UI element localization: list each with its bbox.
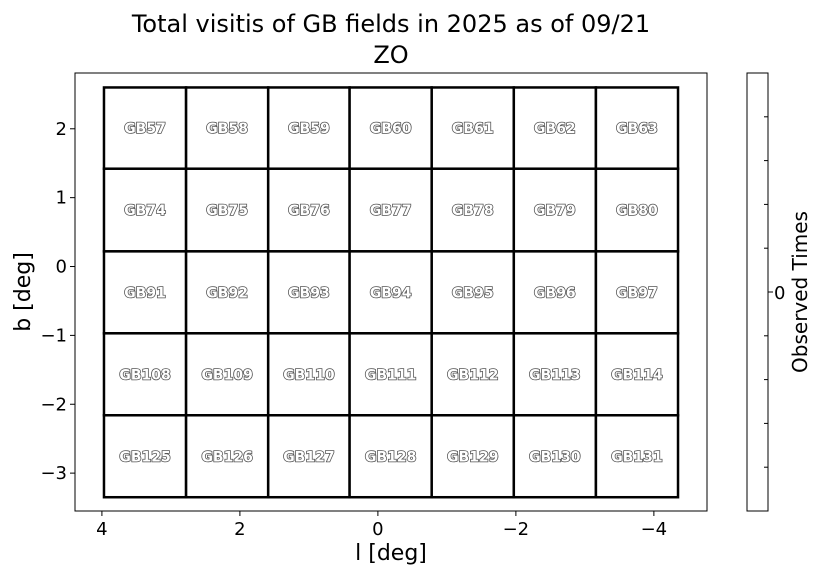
field-cell-GB62 bbox=[512, 86, 598, 170]
field-label: GB97 bbox=[616, 285, 658, 301]
field-label: GB91 bbox=[124, 285, 166, 301]
field-label: GB79 bbox=[534, 203, 576, 219]
y-tick-label: −1 bbox=[40, 325, 67, 346]
field-cell-GB96 bbox=[512, 250, 598, 335]
field-cell-GB80 bbox=[594, 167, 680, 253]
field-cell-GB109 bbox=[184, 332, 270, 417]
field-label: GB58 bbox=[206, 121, 248, 137]
colorbar-tick-label: 0 bbox=[774, 283, 785, 304]
field-label: GB63 bbox=[616, 121, 658, 137]
field-label: GB96 bbox=[534, 285, 576, 301]
field-label: GB77 bbox=[370, 203, 412, 219]
field-cell-GB93 bbox=[266, 250, 351, 335]
field-label: GB95 bbox=[452, 285, 494, 301]
field-cell-GB131 bbox=[594, 414, 680, 499]
field-cell-GB78 bbox=[430, 167, 516, 253]
field-cell-GB127 bbox=[266, 414, 351, 499]
x-axis-label: l [deg] bbox=[355, 541, 427, 566]
field-label: GB78 bbox=[452, 203, 494, 219]
field-label: GB131 bbox=[611, 449, 662, 465]
x-tick-label: 4 bbox=[96, 519, 107, 540]
field-label: GB94 bbox=[370, 285, 412, 301]
x-tick-label: 0 bbox=[372, 519, 383, 540]
field-cell-GB108 bbox=[102, 332, 188, 417]
field-label: GB114 bbox=[611, 367, 663, 383]
field-label: GB59 bbox=[288, 121, 330, 137]
field-cell-GB92 bbox=[184, 250, 270, 335]
field-label: GB74 bbox=[124, 203, 166, 219]
field-label: GB111 bbox=[365, 367, 416, 383]
field-label: GB61 bbox=[452, 121, 494, 137]
y-tick-label: 2 bbox=[56, 119, 67, 140]
field-cell-GB74 bbox=[102, 167, 188, 253]
field-label: GB76 bbox=[288, 203, 330, 219]
field-label: GB75 bbox=[206, 203, 248, 219]
field-label: GB113 bbox=[529, 367, 580, 383]
field-label: GB80 bbox=[616, 203, 658, 219]
field-cell-GB57 bbox=[102, 86, 188, 170]
y-tick-label: −2 bbox=[40, 394, 67, 415]
field-label: GB108 bbox=[119, 367, 170, 383]
y-tick-label: 0 bbox=[56, 257, 67, 278]
field-label: GB126 bbox=[201, 449, 252, 465]
field-label: GB109 bbox=[201, 367, 252, 383]
field-cell-GB130 bbox=[512, 414, 598, 499]
colorbar bbox=[746, 72, 769, 512]
chart-title: Total visitis of GB fields in 2025 as of… bbox=[131, 10, 650, 38]
field-label: GB92 bbox=[206, 285, 248, 301]
x-tick-label: −2 bbox=[503, 519, 530, 540]
y-tick-label: −3 bbox=[40, 463, 67, 484]
field-label: GB129 bbox=[447, 449, 498, 465]
colorbar-label: Observed Times bbox=[788, 211, 812, 373]
chart-subtitle: ZO bbox=[373, 41, 408, 69]
field-cell-GB76 bbox=[266, 167, 351, 253]
field-cell-GB95 bbox=[430, 250, 516, 335]
field-label: GB130 bbox=[529, 449, 581, 465]
field-label: GB110 bbox=[283, 367, 335, 383]
field-cell-GB125 bbox=[102, 414, 188, 499]
field-label: GB60 bbox=[370, 121, 412, 137]
plot-frame bbox=[74, 72, 708, 512]
field-cell-GB97 bbox=[594, 250, 680, 335]
field-label: GB128 bbox=[365, 449, 416, 465]
field-label: GB57 bbox=[124, 121, 166, 137]
field-cell-GB58 bbox=[184, 86, 270, 170]
field-label: GB62 bbox=[534, 121, 576, 137]
x-tick-label: −4 bbox=[641, 519, 668, 540]
field-label: GB125 bbox=[119, 449, 170, 465]
x-tick-label: 2 bbox=[234, 519, 245, 540]
y-tick-label: 1 bbox=[56, 188, 67, 209]
field-label: GB127 bbox=[283, 449, 334, 465]
field-cell-GB113 bbox=[512, 332, 598, 417]
field-label: GB112 bbox=[447, 367, 498, 383]
y-axis-label: b [deg] bbox=[11, 252, 36, 332]
field-label: GB93 bbox=[288, 285, 330, 301]
